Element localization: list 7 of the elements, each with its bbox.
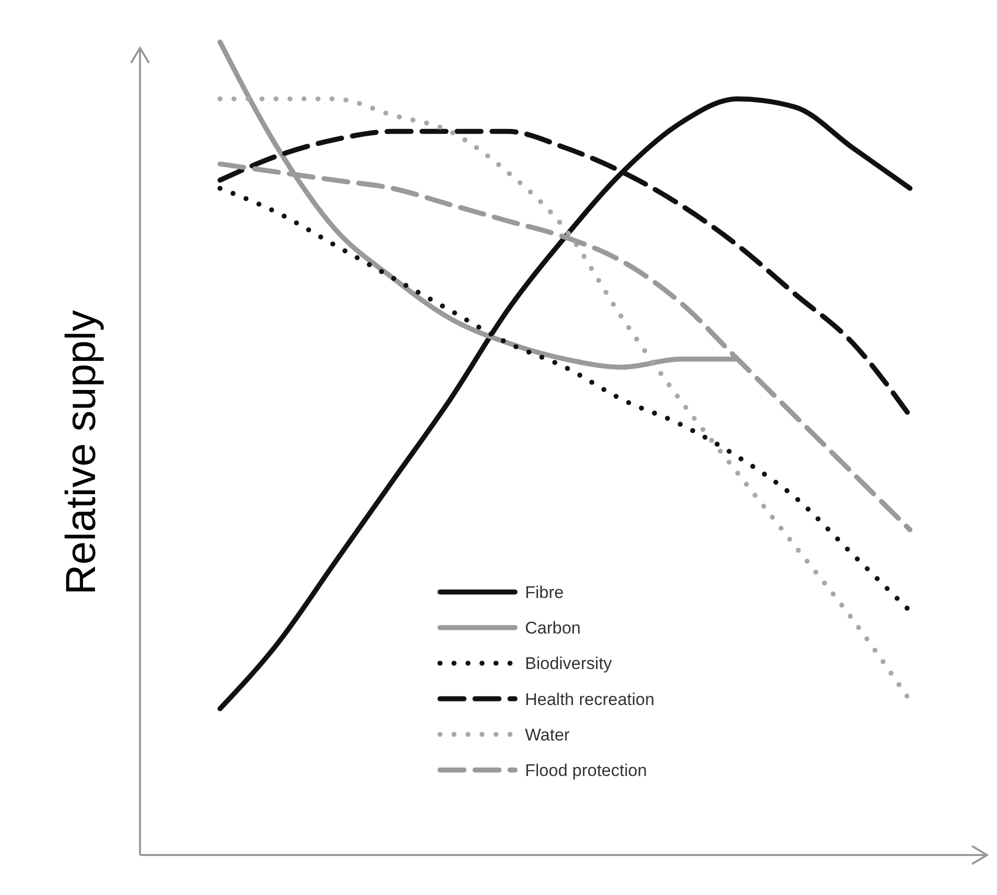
legend-label: Carbon: [525, 618, 581, 638]
legend-label: Biodiversity: [525, 654, 612, 674]
legend-label: Fibre: [525, 583, 564, 602]
y-axis-title: Relative supply: [57, 310, 104, 595]
legend-label: Water: [525, 725, 570, 744]
legend-label: Health recreation: [525, 690, 654, 709]
legend-label: Flood protection: [525, 761, 647, 780]
